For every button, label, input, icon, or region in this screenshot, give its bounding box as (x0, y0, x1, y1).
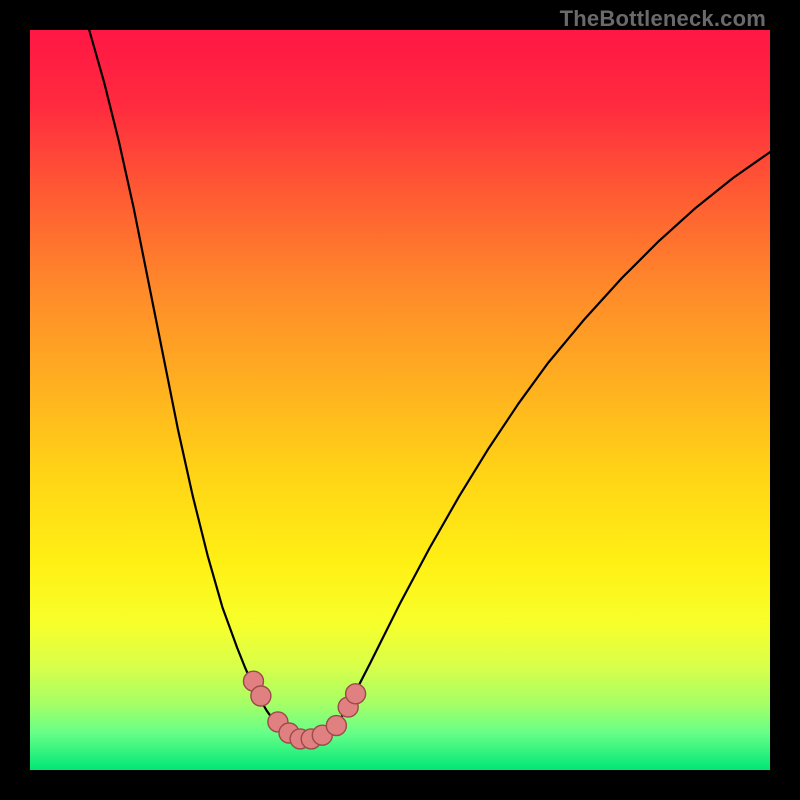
data-marker (346, 684, 366, 704)
data-marker (251, 686, 271, 706)
bottleneck-chart (30, 30, 770, 770)
gradient-background (30, 30, 770, 770)
data-marker (326, 716, 346, 736)
watermark-text: TheBottleneck.com (560, 6, 766, 32)
